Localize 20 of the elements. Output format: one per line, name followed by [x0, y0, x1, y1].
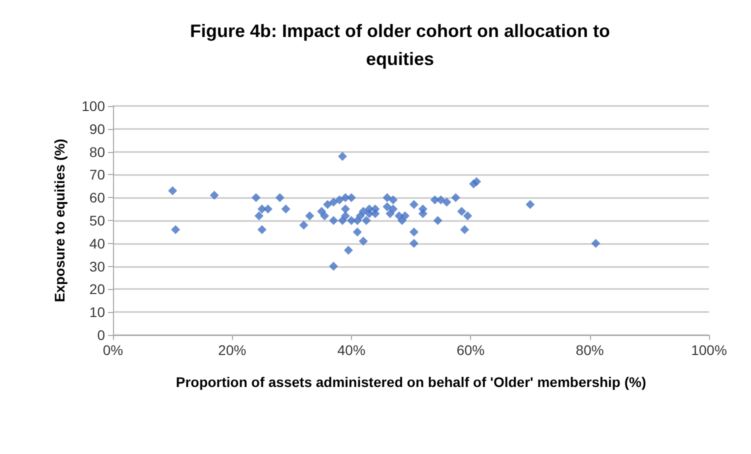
y-tick-label: 40 — [89, 235, 106, 252]
y-tick-label: 100 — [82, 98, 106, 114]
y-tick-label: 90 — [89, 120, 106, 137]
y-tick-label: 0 — [97, 327, 106, 343]
y-tick-label: 70 — [89, 166, 106, 183]
y-axis-title: Exposure to equities (%) — [52, 138, 68, 302]
y-tick-label: 50 — [89, 212, 106, 228]
x-tick-label: 20% — [218, 342, 246, 358]
chart-title: Figure 4b: Impact of older cohort on allocation to equities — [190, 21, 610, 69]
x-tick-label: 0% — [102, 342, 124, 358]
x-tick-label: 100% — [691, 342, 727, 358]
x-tick-label: 80% — [576, 342, 604, 358]
x-axis-title: Proportion of assets administered on behalf of 'Older' membership (%) — [176, 374, 646, 390]
y-tick-label: 30 — [89, 258, 106, 274]
y-tick-label: 10 — [89, 304, 106, 320]
y-tick-label: 20 — [89, 281, 106, 298]
y-tick-label: 60 — [89, 190, 106, 206]
x-tick-label: 40% — [337, 342, 366, 358]
x-tick-label: 60% — [456, 342, 485, 358]
y-tick-label: 80 — [89, 144, 106, 160]
